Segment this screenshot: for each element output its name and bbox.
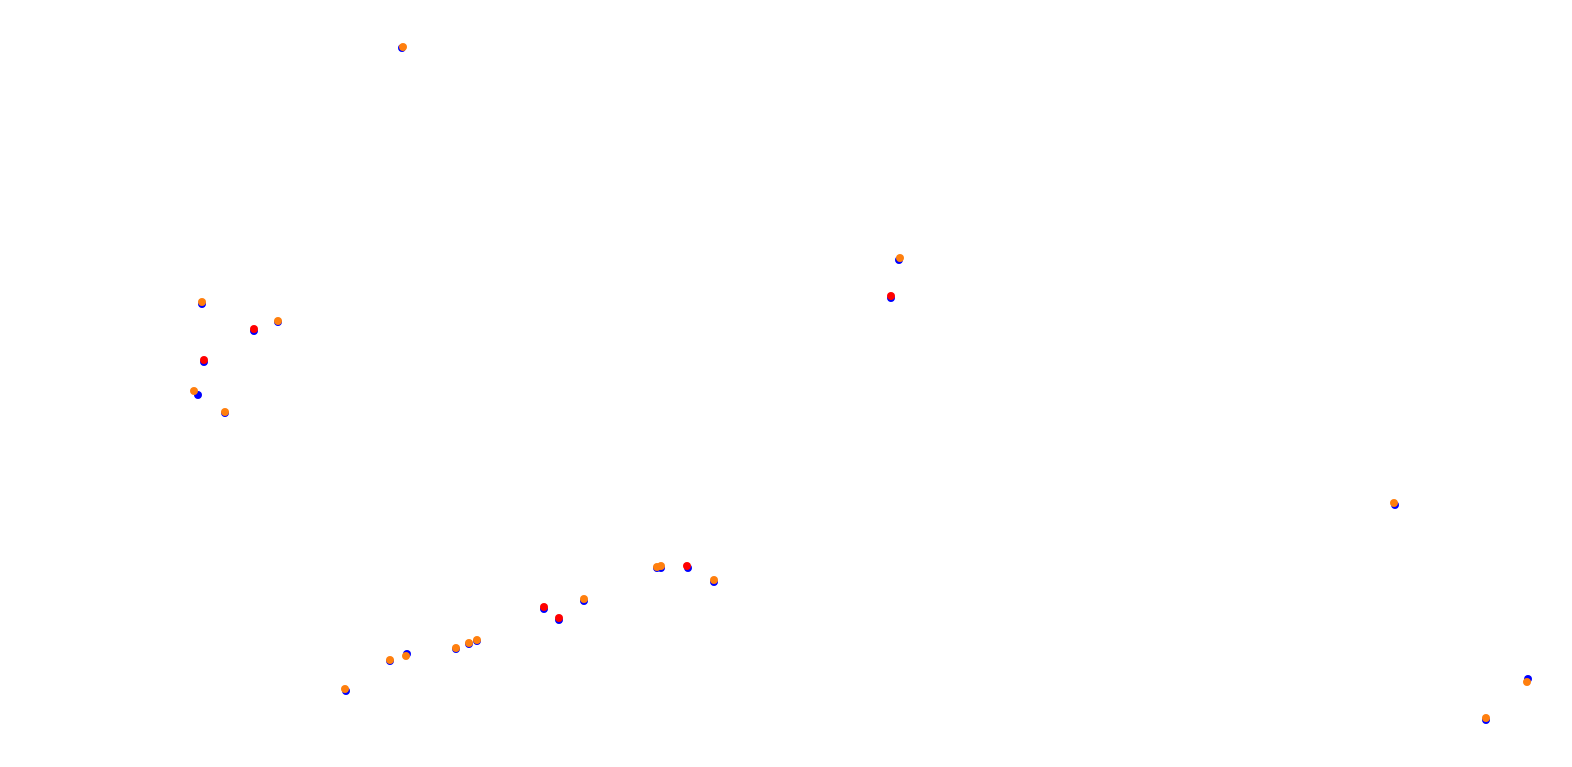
- point: [1482, 714, 1490, 722]
- point: [190, 387, 198, 395]
- point: [341, 685, 349, 693]
- point: [657, 562, 665, 570]
- point: [1523, 678, 1531, 686]
- point: [221, 408, 229, 416]
- point: [399, 43, 407, 51]
- point: [250, 325, 258, 333]
- point: [386, 656, 394, 664]
- point: [896, 254, 904, 262]
- point: [465, 639, 473, 647]
- point: [540, 603, 548, 611]
- point: [402, 652, 410, 660]
- point: [887, 292, 895, 300]
- point: [198, 298, 206, 306]
- point: [473, 636, 481, 644]
- point: [274, 317, 282, 325]
- point: [1390, 499, 1398, 507]
- point: [710, 576, 718, 584]
- point: [555, 614, 563, 622]
- point: [200, 356, 208, 364]
- point: [683, 562, 691, 570]
- point: [580, 595, 588, 603]
- point: [452, 644, 460, 652]
